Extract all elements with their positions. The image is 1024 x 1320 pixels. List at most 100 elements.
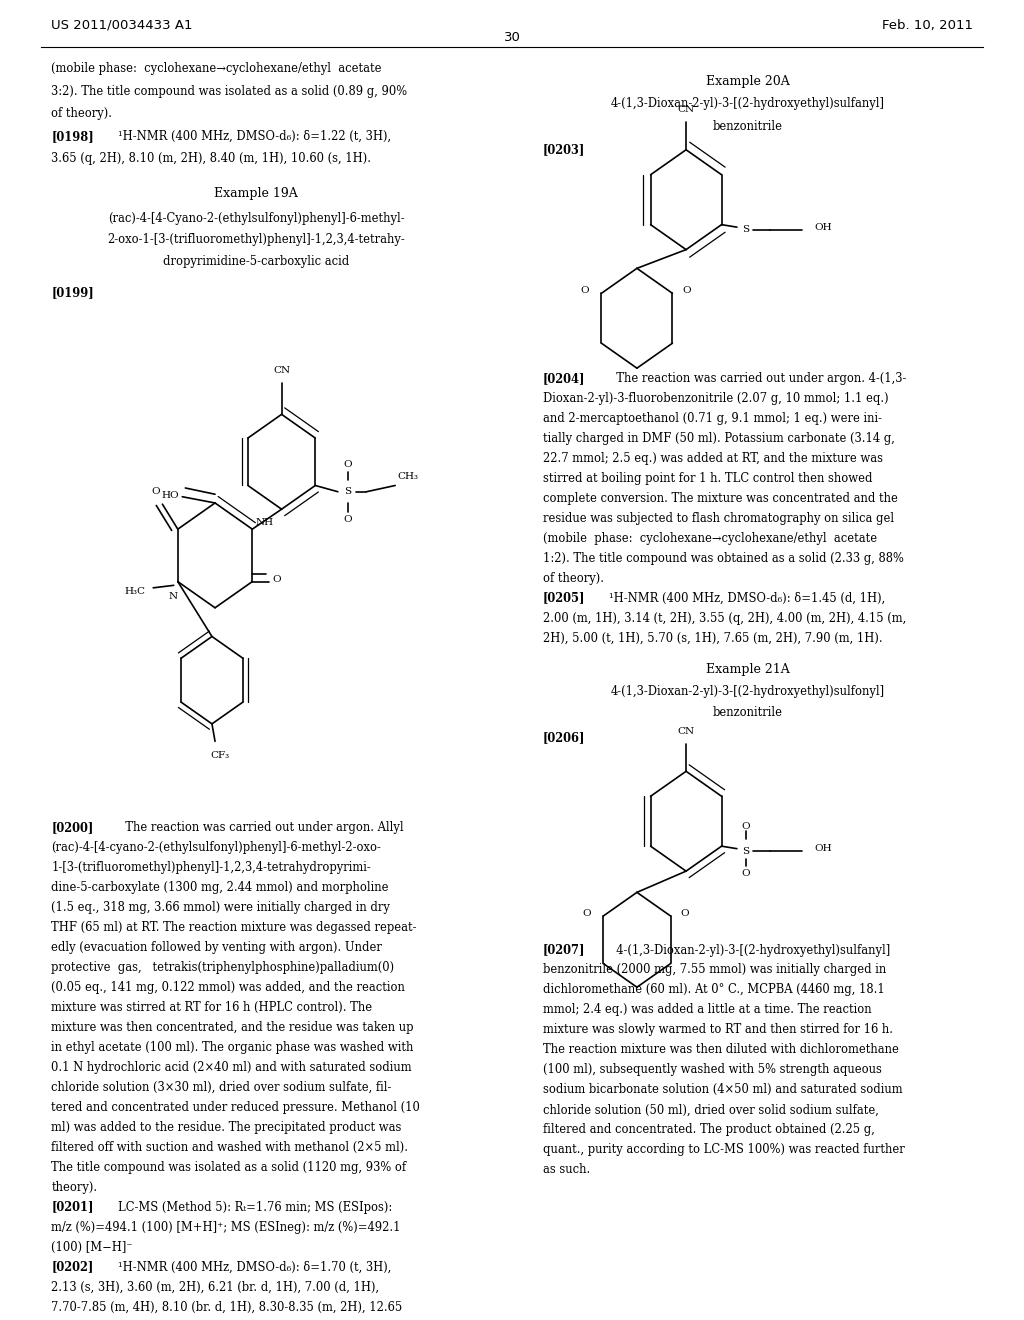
Text: O: O <box>741 822 751 830</box>
Text: Dioxan-2-yl)-3-fluorobenzonitrile (2.07 g, 10 mmol; 1.1 eq.): Dioxan-2-yl)-3-fluorobenzonitrile (2.07 … <box>543 392 889 405</box>
Text: [0201]: [0201] <box>51 1201 94 1213</box>
Text: 7.70-7.85 (m, 4H), 8.10 (br. d, 1H), 8.30-8.35 (m, 2H), 12.65: 7.70-7.85 (m, 4H), 8.10 (br. d, 1H), 8.3… <box>51 1300 402 1313</box>
Text: 4-(1,3-Dioxan-2-yl)-3-[(2-hydroxyethyl)sulfanyl]: 4-(1,3-Dioxan-2-yl)-3-[(2-hydroxyethyl)s… <box>610 98 885 111</box>
Text: Example 21A: Example 21A <box>706 663 790 676</box>
Text: tially charged in DMF (50 ml). Potassium carbonate (3.14 g,: tially charged in DMF (50 ml). Potassium… <box>543 432 895 445</box>
Text: [0206]: [0206] <box>543 731 586 744</box>
Text: mixture was slowly warmed to RT and then stirred for 16 h.: mixture was slowly warmed to RT and then… <box>543 1023 893 1036</box>
Text: THF (65 ml) at RT. The reaction mixture was degassed repeat-: THF (65 ml) at RT. The reaction mixture … <box>51 921 417 935</box>
Text: N: N <box>168 593 177 601</box>
Text: [0207]: [0207] <box>543 944 586 957</box>
Text: 4-(1,3-Dioxan-2-yl)-3-[(2-hydroxyethyl)sulfanyl]: 4-(1,3-Dioxan-2-yl)-3-[(2-hydroxyethyl)s… <box>609 944 891 957</box>
Text: Feb. 10, 2011: Feb. 10, 2011 <box>882 18 973 32</box>
Text: [0200]: [0200] <box>51 821 93 834</box>
Text: 2.13 (s, 3H), 3.60 (m, 2H), 6.21 (br. d, 1H), 7.00 (d, 1H),: 2.13 (s, 3H), 3.60 (m, 2H), 6.21 (br. d,… <box>51 1280 379 1294</box>
Text: O: O <box>344 459 352 469</box>
Text: 1:2). The title compound was obtained as a solid (2.33 g, 88%: 1:2). The title compound was obtained as… <box>543 552 903 565</box>
Text: 22.7 mmol; 2.5 eq.) was added at RT, and the mixture was: 22.7 mmol; 2.5 eq.) was added at RT, and… <box>543 451 883 465</box>
Text: NH: NH <box>256 519 273 528</box>
Text: (0.05 eq., 141 mg, 0.122 mmol) was added, and the reaction: (0.05 eq., 141 mg, 0.122 mmol) was added… <box>51 981 406 994</box>
Text: The reaction was carried out under argon. Allyl: The reaction was carried out under argon… <box>118 821 403 834</box>
Text: filtered and concentrated. The product obtained (2.25 g,: filtered and concentrated. The product o… <box>543 1123 874 1137</box>
Text: S: S <box>742 846 750 855</box>
Text: [0205]: [0205] <box>543 591 586 605</box>
Text: and 2-mercaptoethanol (0.71 g, 9.1 mmol; 1 eq.) were ini-: and 2-mercaptoethanol (0.71 g, 9.1 mmol;… <box>543 412 882 425</box>
Text: [0203]: [0203] <box>543 144 585 157</box>
Text: US 2011/0034433 A1: US 2011/0034433 A1 <box>51 18 193 32</box>
Text: ¹H-NMR (400 MHz, DMSO-d₆): δ=1.70 (t, 3H),: ¹H-NMR (400 MHz, DMSO-d₆): δ=1.70 (t, 3H… <box>118 1261 391 1274</box>
Text: tered and concentrated under reduced pressure. Methanol (10: tered and concentrated under reduced pre… <box>51 1101 420 1114</box>
Text: (1.5 eq., 318 mg, 3.66 mmol) were initially charged in dry: (1.5 eq., 318 mg, 3.66 mmol) were initia… <box>51 902 390 913</box>
Text: Example 19A: Example 19A <box>214 187 298 201</box>
Text: (mobile  phase:  cyclohexane→cyclohexane/ethyl  acetate: (mobile phase: cyclohexane→cyclohexane/e… <box>543 532 877 545</box>
Text: S: S <box>742 226 750 234</box>
Text: O: O <box>581 286 590 296</box>
Text: chloride solution (50 ml), dried over solid sodium sulfate,: chloride solution (50 ml), dried over so… <box>543 1104 879 1117</box>
Text: O: O <box>741 869 751 878</box>
Text: [0198]: [0198] <box>51 129 94 143</box>
Text: m/z (%)=494.1 (100) [M+H]⁺; MS (ESIneg): m/z (%)=492.1: m/z (%)=494.1 (100) [M+H]⁺; MS (ESIneg):… <box>51 1221 400 1234</box>
Text: O: O <box>272 574 282 583</box>
Text: O: O <box>583 909 591 919</box>
Text: dropyrimidine-5-carboxylic acid: dropyrimidine-5-carboxylic acid <box>163 255 349 268</box>
Text: The reaction mixture was then diluted with dichloromethane: The reaction mixture was then diluted wi… <box>543 1043 899 1056</box>
Text: ¹H-NMR (400 MHz, DMSO-d₆): δ=1.22 (t, 3H),: ¹H-NMR (400 MHz, DMSO-d₆): δ=1.22 (t, 3H… <box>118 129 391 143</box>
Text: CN: CN <box>273 366 290 375</box>
Text: of theory).: of theory). <box>543 572 604 585</box>
Text: 2.00 (m, 1H), 3.14 (t, 2H), 3.55 (q, 2H), 4.00 (m, 2H), 4.15 (m,: 2.00 (m, 1H), 3.14 (t, 2H), 3.55 (q, 2H)… <box>543 611 906 624</box>
Text: CH₃: CH₃ <box>397 473 418 482</box>
Text: filtered off with suction and washed with methanol (2×5 ml).: filtered off with suction and washed wit… <box>51 1140 409 1154</box>
Text: O: O <box>682 286 691 296</box>
Text: CF₃: CF₃ <box>211 751 229 759</box>
Text: mixture was stirred at RT for 16 h (HPLC control). The: mixture was stirred at RT for 16 h (HPLC… <box>51 1001 373 1014</box>
Text: complete conversion. The mixture was concentrated and the: complete conversion. The mixture was con… <box>543 492 898 504</box>
Text: edly (evacuation followed by venting with argon). Under: edly (evacuation followed by venting wit… <box>51 941 382 954</box>
Text: OH: OH <box>814 845 831 853</box>
Text: 3.65 (q, 2H), 8.10 (m, 2H), 8.40 (m, 1H), 10.60 (s, 1H).: 3.65 (q, 2H), 8.10 (m, 2H), 8.40 (m, 1H)… <box>51 152 371 165</box>
Text: The title compound was isolated as a solid (1120 mg, 93% of: The title compound was isolated as a sol… <box>51 1160 407 1173</box>
Text: HO: HO <box>161 491 179 500</box>
Text: 4-(1,3-Dioxan-2-yl)-3-[(2-hydroxyethyl)sulfonyl]: 4-(1,3-Dioxan-2-yl)-3-[(2-hydroxyethyl)s… <box>610 685 885 698</box>
Text: S: S <box>344 487 351 496</box>
Text: 2H), 5.00 (t, 1H), 5.70 (s, 1H), 7.65 (m, 2H), 7.90 (m, 1H).: 2H), 5.00 (t, 1H), 5.70 (s, 1H), 7.65 (m… <box>543 631 883 644</box>
Text: [0204]: [0204] <box>543 372 586 385</box>
Text: 3:2). The title compound was isolated as a solid (0.89 g, 90%: 3:2). The title compound was isolated as… <box>51 84 408 98</box>
Text: 0.1 N hydrochloric acid (2×40 ml) and with saturated sodium: 0.1 N hydrochloric acid (2×40 ml) and wi… <box>51 1061 412 1074</box>
Text: ¹H-NMR (400 MHz, DMSO-d₆): δ=1.45 (d, 1H),: ¹H-NMR (400 MHz, DMSO-d₆): δ=1.45 (d, 1H… <box>609 591 886 605</box>
Text: Example 20A: Example 20A <box>706 75 790 88</box>
Text: mixture was then concentrated, and the residue was taken up: mixture was then concentrated, and the r… <box>51 1020 414 1034</box>
Text: benzonitrile (2000 mg, 7.55 mmol) was initially charged in: benzonitrile (2000 mg, 7.55 mmol) was in… <box>543 964 886 977</box>
Text: O: O <box>681 909 689 919</box>
Text: LC-MS (Method 5): Rₜ=1.76 min; MS (ESIpos):: LC-MS (Method 5): Rₜ=1.76 min; MS (ESIpo… <box>118 1201 392 1213</box>
Text: 30: 30 <box>504 32 520 44</box>
Text: (mobile phase:  cyclohexane→cyclohexane/ethyl  acetate: (mobile phase: cyclohexane→cyclohexane/e… <box>51 62 382 75</box>
Text: OH: OH <box>814 223 831 231</box>
Text: sodium bicarbonate solution (4×50 ml) and saturated sodium: sodium bicarbonate solution (4×50 ml) an… <box>543 1084 902 1097</box>
Text: CN: CN <box>678 727 694 735</box>
Text: of theory).: of theory). <box>51 107 113 120</box>
Text: (100 ml), subsequently washed with 5% strength aqueous: (100 ml), subsequently washed with 5% st… <box>543 1064 882 1076</box>
Text: dine-5-carboxylate (1300 mg, 2.44 mmol) and morpholine: dine-5-carboxylate (1300 mg, 2.44 mmol) … <box>51 882 389 894</box>
Text: (rac)-4-[4-cyano-2-(ethylsulfonyl)phenyl]-6-methyl-2-oxo-: (rac)-4-[4-cyano-2-(ethylsulfonyl)phenyl… <box>51 841 381 854</box>
Text: [0199]: [0199] <box>51 286 94 298</box>
Text: O: O <box>344 515 352 524</box>
Text: benzonitrile: benzonitrile <box>713 120 782 133</box>
Text: H₃C: H₃C <box>124 587 145 597</box>
Text: as such.: as such. <box>543 1163 590 1176</box>
Text: mmol; 2.4 eq.) was added a little at a time. The reaction: mmol; 2.4 eq.) was added a little at a t… <box>543 1003 871 1016</box>
Text: (100) [M−H]⁻: (100) [M−H]⁻ <box>51 1241 133 1254</box>
Text: residue was subjected to flash chromatography on silica gel: residue was subjected to flash chromatog… <box>543 512 894 525</box>
Text: stirred at boiling point for 1 h. TLC control then showed: stirred at boiling point for 1 h. TLC co… <box>543 471 872 484</box>
Text: benzonitrile: benzonitrile <box>713 706 782 719</box>
Text: O: O <box>151 487 160 496</box>
Text: quant., purity according to LC-MS 100%) was reacted further: quant., purity according to LC-MS 100%) … <box>543 1143 904 1156</box>
Text: chloride solution (3×30 ml), dried over sodium sulfate, fil-: chloride solution (3×30 ml), dried over … <box>51 1081 391 1094</box>
Text: in ethyl acetate (100 ml). The organic phase was washed with: in ethyl acetate (100 ml). The organic p… <box>51 1041 414 1053</box>
Text: protective  gas,   tetrakis(triphenylphosphine)palladium(0): protective gas, tetrakis(triphenylphosph… <box>51 961 394 974</box>
Text: ml) was added to the residue. The precipitated product was: ml) was added to the residue. The precip… <box>51 1121 401 1134</box>
Text: [0202]: [0202] <box>51 1261 93 1274</box>
Text: The reaction was carried out under argon. 4-(1,3-: The reaction was carried out under argon… <box>609 372 906 385</box>
Text: theory).: theory). <box>51 1180 97 1193</box>
Text: 2-oxo-1-[3-(trifluoromethyl)phenyl]-1,2,3,4-tetrahy-: 2-oxo-1-[3-(trifluoromethyl)phenyl]-1,2,… <box>108 234 404 247</box>
Text: (rac)-4-[4-Cyano-2-(ethylsulfonyl)phenyl]-6-methyl-: (rac)-4-[4-Cyano-2-(ethylsulfonyl)phenyl… <box>108 213 404 226</box>
